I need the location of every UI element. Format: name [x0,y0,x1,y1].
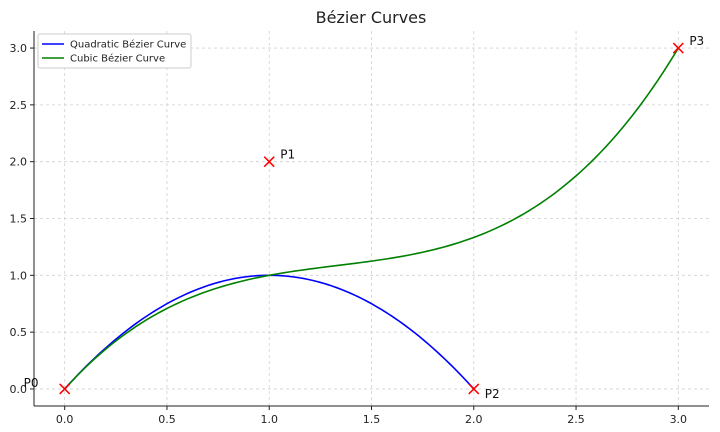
control-point-label: P3 [689,34,704,48]
x-tick-label: 3.0 [670,413,688,426]
control-point-marker [263,156,275,168]
y-tick-label: 3.0 [10,42,28,55]
control-point-label: P1 [280,148,295,162]
y-tick-label: 0.5 [10,326,28,339]
control-point-label: P0 [24,376,39,390]
y-tick-label: 1.5 [10,213,28,226]
legend-box [37,33,192,69]
legend-entry: Cubic Bézier Curve [70,53,165,65]
legend-entry: Quadratic Bézier Curve [70,39,186,51]
cubic-curve-line [64,47,680,390]
axes: 0.0 0.5 1.0 1.5 2.0 2.5 3.0 0.0 0.5 1.0 1.5 2.0 2.5 3… [10,31,709,426]
x-tick-label: 2.5 [567,413,585,426]
marker-stroke [672,42,684,54]
series-lines [64,47,680,390]
control-point-marker [59,383,71,395]
x-tick-label: 2.0 [465,413,483,426]
control-points: P0 P1 P2 P3 [24,34,705,401]
y-tick-label: 1.0 [10,269,28,282]
control-point-marker [672,42,684,54]
control-point-label: P2 [485,387,500,401]
legend: Quadratic Bézier Curve Cubic Bézier Curve [37,33,192,69]
x-tick-label: 0.5 [158,413,176,426]
y-tick-label: 0.0 [10,383,28,396]
x-tick-label: 1.5 [363,413,381,426]
x-tick-label: 0.0 [56,413,74,426]
marker-stroke [468,383,480,395]
y-tick-label: 2.0 [10,156,28,169]
x-tick-label: 1.0 [260,413,278,426]
grid [34,31,709,406]
marker-stroke [59,383,71,395]
marker-stroke [263,156,275,168]
control-point-marker [468,383,480,395]
y-tick-label: 2.5 [10,99,28,112]
chart-title: Bézier Curves [316,8,427,27]
